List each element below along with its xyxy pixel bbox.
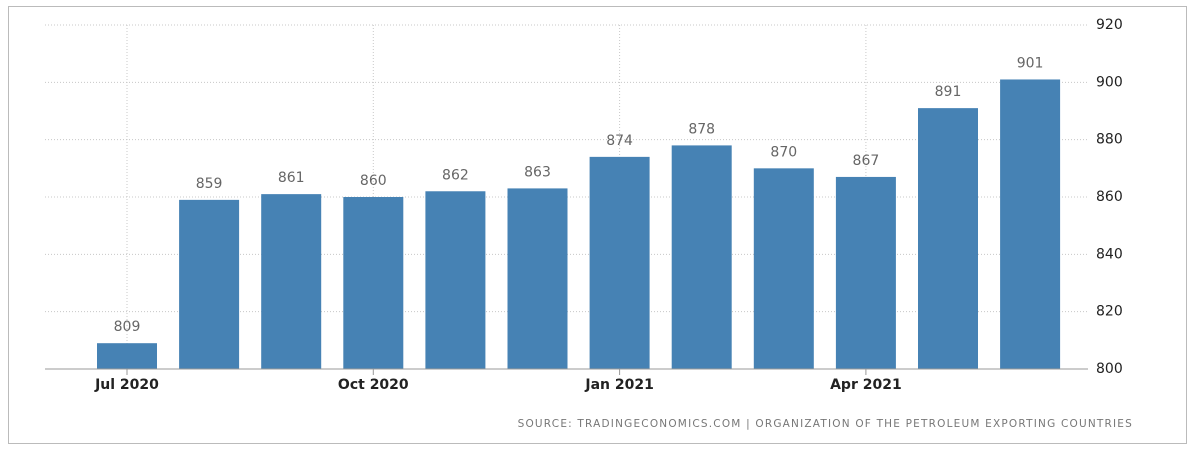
bar <box>343 197 404 369</box>
bar <box>1000 79 1061 369</box>
x-tick-label: Jul 2020 <box>94 377 159 393</box>
bar <box>589 156 650 369</box>
bar <box>671 145 732 369</box>
data-label: 859 <box>196 176 223 192</box>
data-label: 874 <box>606 133 633 149</box>
y-tick-label: 880 <box>1096 132 1123 148</box>
bar <box>261 194 322 369</box>
y-tick-label: 820 <box>1096 304 1123 320</box>
data-label: 867 <box>853 153 880 169</box>
data-label: 862 <box>442 167 469 183</box>
data-label: 863 <box>524 164 551 180</box>
bar <box>179 199 240 369</box>
bar <box>753 168 814 369</box>
data-label: 870 <box>770 144 797 160</box>
data-label: 861 <box>278 170 305 186</box>
bar <box>835 176 896 369</box>
y-tick-label: 800 <box>1096 361 1123 377</box>
frame <box>8 6 1187 444</box>
y-tick-label: 860 <box>1096 189 1123 205</box>
x-tick-label: Jan 2021 <box>584 377 653 393</box>
bar <box>425 191 486 369</box>
data-label: 809 <box>114 319 141 335</box>
source-note: SOURCE: TRADINGECONOMICS.COM | ORGANIZAT… <box>518 418 1133 430</box>
bar <box>97 343 157 369</box>
data-label: 891 <box>935 84 962 100</box>
x-tick-label: Oct 2020 <box>338 377 409 393</box>
y-tick-label: 920 <box>1096 17 1123 33</box>
bar <box>918 108 978 369</box>
data-label: 860 <box>360 173 387 189</box>
y-tick-label: 840 <box>1096 246 1123 262</box>
y-tick-label: 900 <box>1096 74 1123 90</box>
data-label: 901 <box>1017 55 1044 71</box>
bar <box>507 188 568 369</box>
x-tick-label: Apr 2021 <box>830 377 902 393</box>
data-label: 878 <box>688 121 715 137</box>
